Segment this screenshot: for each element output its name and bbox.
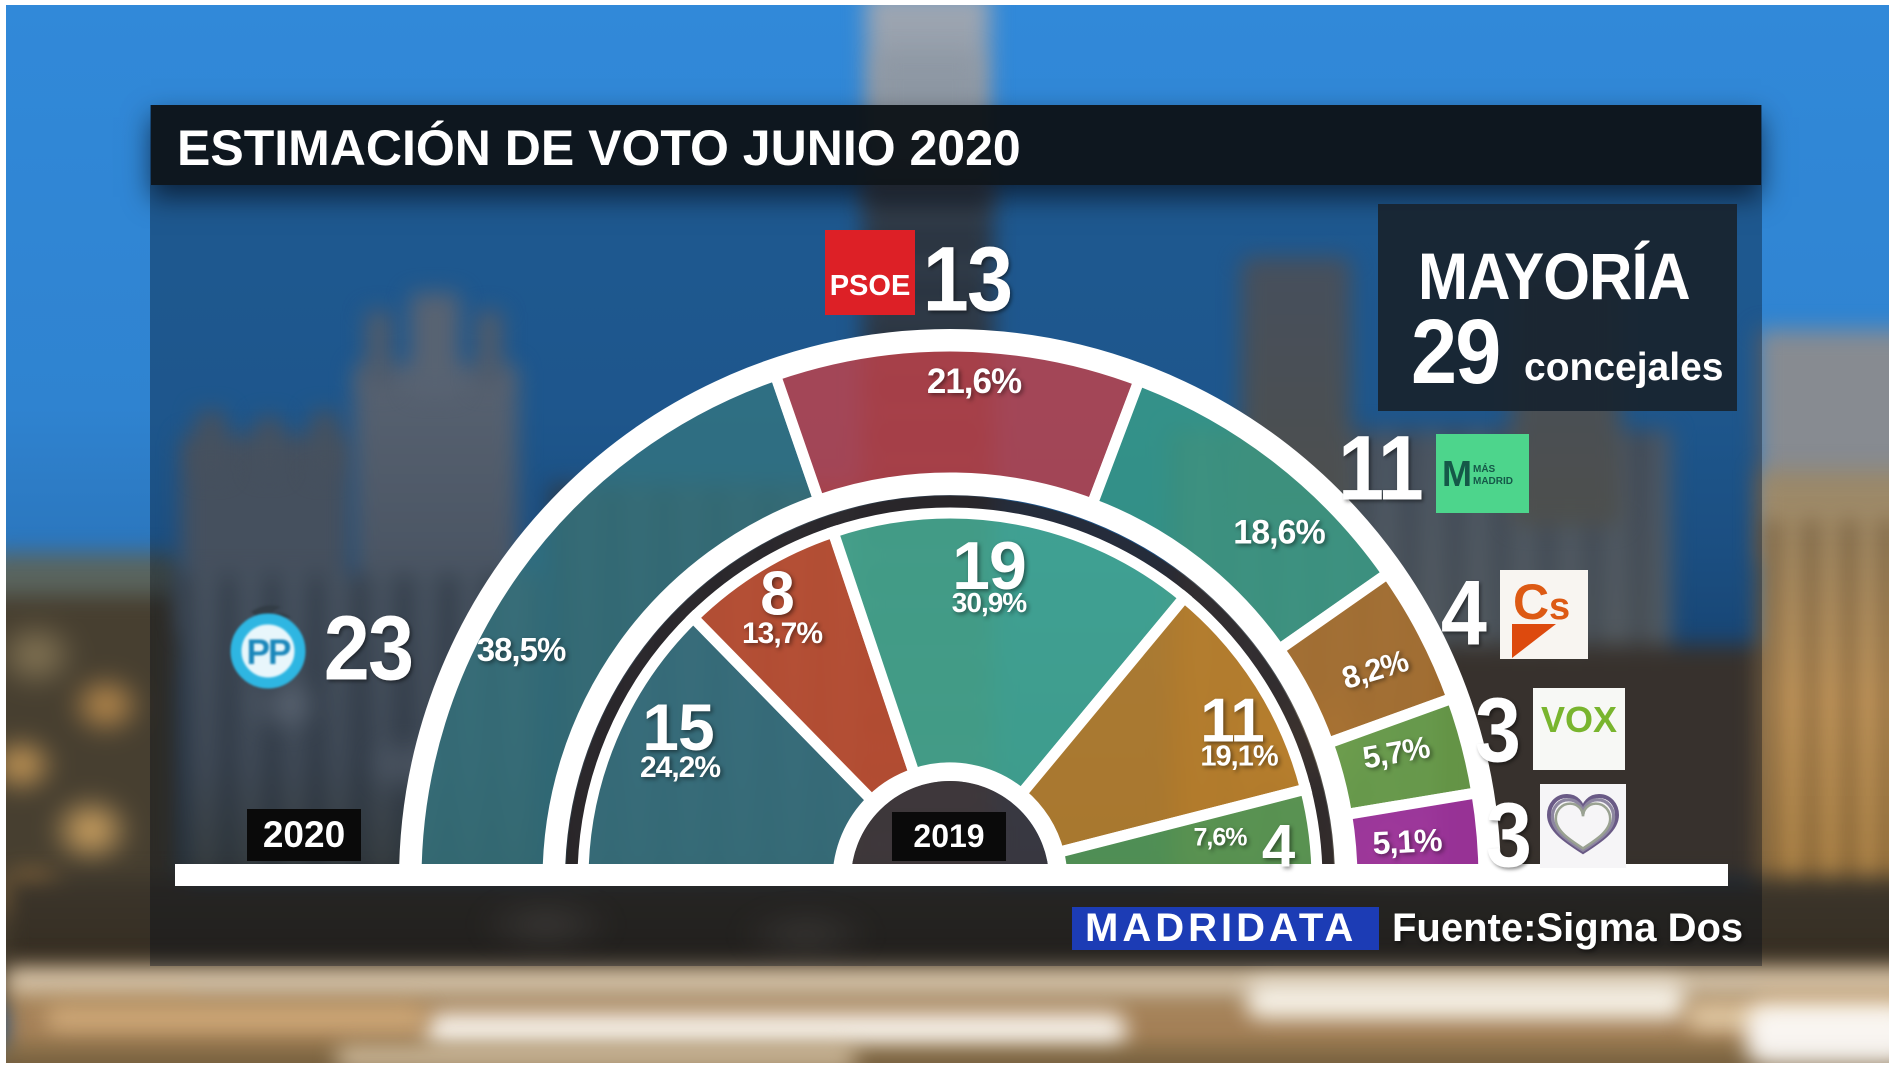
svg-text:VOX: VOX (1541, 699, 1617, 740)
svg-text:MADRID: MADRID (1473, 476, 1513, 487)
svg-text:C: C (1513, 574, 1549, 630)
svg-text:PP: PP (247, 633, 291, 672)
svg-text:MÁS: MÁS (1473, 462, 1496, 475)
svg-text:M: M (1442, 453, 1472, 494)
svg-text:s: s (1549, 586, 1570, 628)
